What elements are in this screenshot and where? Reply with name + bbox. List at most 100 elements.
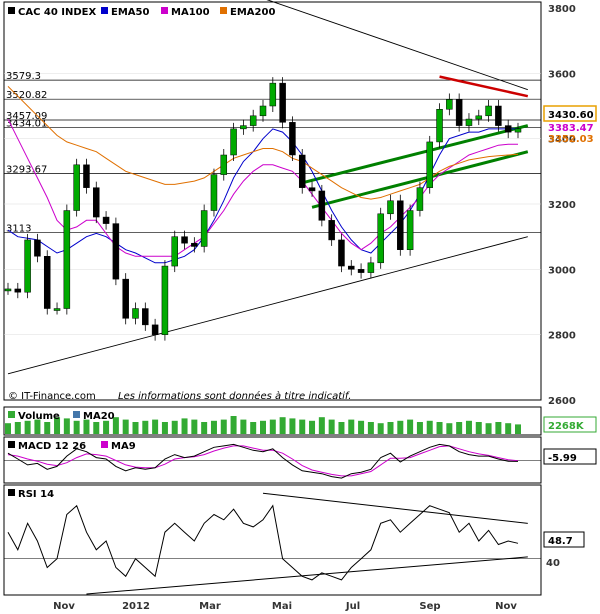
legend-macd-swatch bbox=[8, 441, 15, 448]
volume-value-box bbox=[543, 416, 597, 433]
legend-ema200-swatch bbox=[220, 7, 227, 14]
macd-signal-line bbox=[7, 445, 519, 477]
volume-bar bbox=[289, 418, 296, 434]
legend-main: CAC 40 INDEX EMA50 MA100 EMA200 bbox=[8, 7, 275, 18]
volume-bar bbox=[132, 422, 139, 434]
price-panel bbox=[3, 1, 542, 401]
disclaimer-text: Les informations sont données à titre in… bbox=[118, 390, 351, 402]
y-tick-label: 2800 bbox=[548, 331, 576, 342]
candle-body bbox=[338, 239, 345, 267]
x-tick-label: Jul bbox=[345, 601, 360, 612]
volume-bar bbox=[348, 419, 355, 434]
candle-body bbox=[289, 122, 296, 156]
rsi-line bbox=[7, 504, 519, 581]
rsi-value-box bbox=[543, 531, 585, 548]
candle-body bbox=[73, 164, 80, 211]
candle-body bbox=[279, 82, 286, 123]
volume-bar bbox=[367, 422, 374, 434]
green-upper-trendline bbox=[301, 124, 529, 185]
volume-bar bbox=[416, 422, 423, 434]
volume-bar bbox=[279, 417, 286, 434]
volume-bar bbox=[14, 422, 21, 434]
volume-value: 2268K bbox=[548, 421, 585, 432]
legend-ema50-swatch bbox=[101, 7, 108, 14]
volume-bar bbox=[358, 420, 365, 434]
candle-body bbox=[495, 105, 502, 126]
rsi-support-trendline bbox=[86, 556, 528, 595]
candle-body bbox=[397, 200, 404, 250]
volume-bar bbox=[73, 420, 80, 434]
legend-ema50: EMA50 bbox=[111, 7, 149, 18]
volume-bar bbox=[475, 422, 482, 434]
candle-body bbox=[416, 187, 424, 211]
volume-bar bbox=[269, 419, 276, 434]
volume-bar bbox=[181, 418, 188, 434]
volume-bar bbox=[260, 420, 266, 434]
volume-bar bbox=[171, 420, 178, 434]
candle-body bbox=[4, 288, 12, 292]
legend-rsi: RSI 14 bbox=[8, 489, 54, 500]
candle-body bbox=[426, 141, 433, 188]
volume-bar bbox=[338, 422, 345, 434]
volume-bar bbox=[407, 419, 414, 434]
candle-body bbox=[112, 223, 120, 280]
volume-bar bbox=[112, 417, 119, 434]
volume-bar bbox=[309, 420, 316, 434]
y-tick-label: 3000 bbox=[548, 265, 576, 276]
volume-bar bbox=[446, 423, 453, 434]
candle-body bbox=[308, 187, 316, 192]
red-resistance-trendline bbox=[439, 75, 529, 98]
candle-body bbox=[406, 210, 414, 250]
candle-body bbox=[83, 164, 90, 188]
candle-body bbox=[387, 200, 394, 215]
legend-ma9-label: MA9 bbox=[111, 441, 136, 452]
legend-volume-label: Volume bbox=[18, 411, 60, 422]
volume-bar bbox=[465, 420, 472, 434]
y-tick-label: 3600 bbox=[548, 69, 576, 80]
candle-body bbox=[34, 239, 41, 257]
ma100-value-label: 3383.47 bbox=[548, 123, 594, 134]
legend-macd: MACD 12 26 MA9 bbox=[8, 441, 136, 452]
candle-body bbox=[269, 82, 277, 107]
volume-bar bbox=[210, 420, 217, 434]
macd-value: -5.99 bbox=[548, 453, 577, 464]
legend-rsi-label: RSI 14 bbox=[18, 489, 54, 500]
rsi-tick-40: 40 bbox=[546, 558, 560, 569]
rsi-resistance-trendline bbox=[262, 492, 528, 524]
legend-ma100: MA100 bbox=[171, 7, 210, 18]
candle-body bbox=[53, 308, 61, 311]
volume-bar bbox=[34, 419, 41, 434]
rsi-panel bbox=[3, 484, 542, 596]
legend-ma20-swatch bbox=[73, 411, 80, 418]
volume-bar bbox=[191, 419, 198, 434]
level-label: 3457.09 bbox=[6, 111, 47, 122]
y-tick-label: 3200 bbox=[548, 200, 576, 211]
candle-body bbox=[93, 187, 100, 218]
candle-body bbox=[102, 216, 110, 224]
volume-bar bbox=[426, 420, 433, 434]
candle-body bbox=[436, 109, 443, 143]
candle-body bbox=[465, 118, 473, 126]
chart-title: CAC 40 INDEX bbox=[18, 7, 97, 18]
candle-body bbox=[200, 210, 208, 247]
y-tick-label: 2600 bbox=[548, 396, 576, 407]
volume-bar bbox=[318, 417, 325, 434]
volume-bar bbox=[505, 423, 512, 434]
legend-ema200: EMA200 bbox=[230, 7, 275, 18]
volume-bar bbox=[161, 422, 168, 434]
candle-body bbox=[171, 236, 178, 267]
x-tick-label: Sep bbox=[419, 601, 440, 612]
x-tick-label: Nov bbox=[495, 601, 517, 612]
legend-rsi-swatch bbox=[8, 489, 15, 496]
candle-body bbox=[132, 308, 139, 319]
volume-bar bbox=[397, 420, 404, 434]
candle-body bbox=[14, 288, 22, 293]
volume-bar bbox=[377, 423, 384, 434]
candle-body bbox=[63, 210, 71, 309]
ema200-value-label: 3352.03 bbox=[548, 134, 594, 145]
volume-bar bbox=[495, 422, 502, 434]
volume-bar bbox=[103, 420, 110, 434]
volume-bar bbox=[63, 418, 70, 434]
candle-body bbox=[240, 125, 247, 130]
